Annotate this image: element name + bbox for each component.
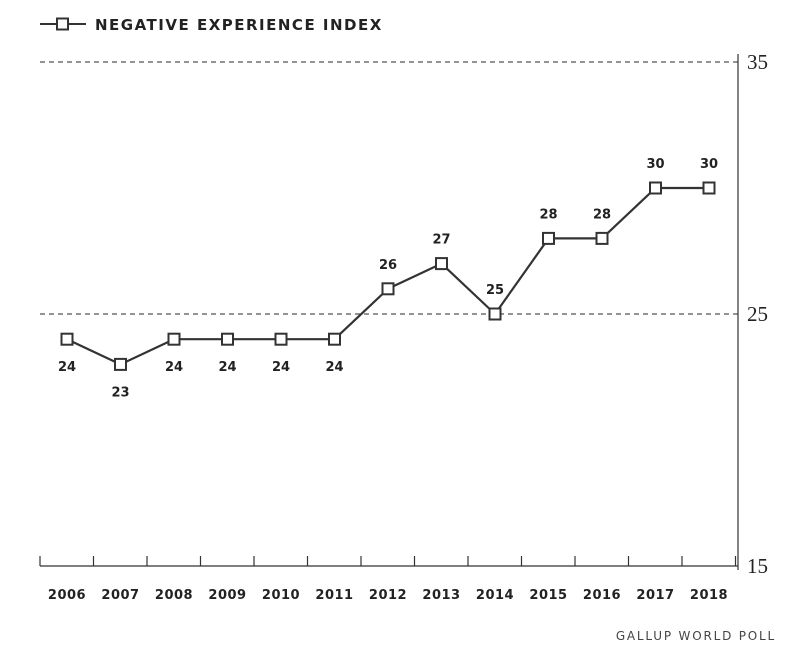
- y-tick-label-25: 25: [747, 302, 768, 326]
- y-tick-label-35: 35: [747, 50, 768, 74]
- data-label-2012: 26: [379, 258, 397, 273]
- legend-label: NEGATIVE EXPERIENCE INDEX: [95, 16, 383, 34]
- data-point-2014: [488, 307, 502, 321]
- data-label-2018: 30: [700, 157, 718, 172]
- data-point-2017: [649, 181, 662, 195]
- data-point-2016: [595, 231, 609, 245]
- data-label-2013: 27: [432, 233, 450, 248]
- data-label-2017: 30: [646, 157, 664, 172]
- data-label-2015: 28: [539, 207, 557, 222]
- x-tick-label-2015: 2015: [529, 588, 567, 603]
- data-labels: 24 23 24 24 24 24 26 27 25 28 28 30 30: [58, 157, 718, 400]
- x-tick-label-2007: 2007: [101, 588, 139, 603]
- x-tick-label-2018: 2018: [690, 588, 728, 603]
- data-label-2009: 24: [218, 360, 236, 375]
- x-tick-label-2010: 2010: [262, 588, 300, 603]
- legend-marker-icon: [56, 17, 69, 31]
- x-tick-label-2008: 2008: [155, 588, 193, 603]
- x-tick-label-2014: 2014: [476, 588, 514, 603]
- x-tick-label-2009: 2009: [208, 588, 246, 603]
- x-tick-label-2006: 2006: [48, 588, 86, 603]
- data-point-2013: [435, 257, 448, 271]
- data-label-2007: 23: [111, 385, 129, 400]
- data-markers: [60, 181, 716, 371]
- data-label-2016: 28: [593, 207, 611, 222]
- data-label-2014: 25: [486, 283, 504, 298]
- axes: 15 25 35 2006 2007 2008 2009 2010 2011 2012 2013 20…: [39, 50, 768, 603]
- gridlines: [40, 61, 738, 315]
- data-point-2011: [328, 332, 341, 346]
- x-tick-label-2016: 2016: [583, 588, 621, 603]
- data-point-2008: [167, 332, 181, 346]
- source-label: GALLUP WORLD POLL: [616, 629, 776, 643]
- data-point-2018: [702, 181, 716, 195]
- x-tick-label-2013: 2013: [422, 588, 460, 603]
- x-tick-label-2011: 2011: [315, 588, 353, 603]
- y-tick-label-15: 15: [747, 554, 768, 578]
- series-line: [66, 186, 709, 366]
- data-point-2012: [381, 282, 395, 296]
- data-label-2010: 24: [272, 360, 290, 375]
- data-point-2015: [542, 231, 555, 245]
- series-line-path: [66, 186, 709, 366]
- data-point-2006: [60, 332, 74, 346]
- data-label-2011: 24: [325, 360, 343, 375]
- legend: NEGATIVE EXPERIENCE INDEX: [40, 16, 383, 34]
- x-tick-label-2012: 2012: [369, 588, 407, 603]
- data-point-2007: [114, 357, 127, 371]
- data-label-2008: 24: [165, 360, 183, 375]
- data-point-2009: [221, 332, 234, 346]
- data-point-2010: [274, 332, 288, 346]
- x-tick-label-2017: 2017: [636, 588, 674, 603]
- data-label-2006: 24: [58, 360, 76, 375]
